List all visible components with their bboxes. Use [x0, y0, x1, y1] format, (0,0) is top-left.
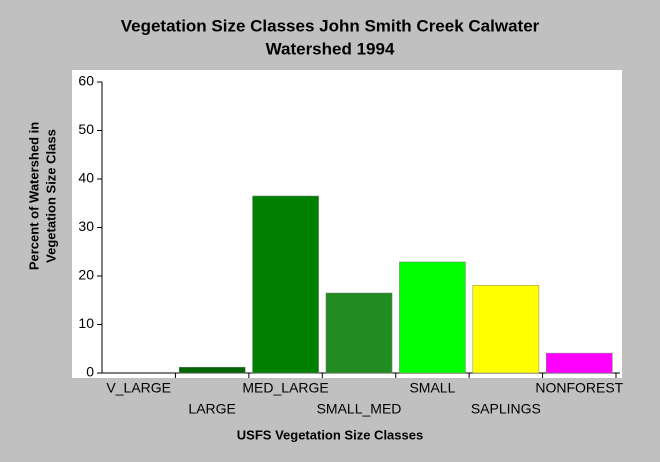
y-tick-label: 60	[78, 73, 94, 89]
bar	[252, 195, 319, 374]
y-tick-label: 30	[78, 218, 94, 234]
chart-title: Vegetation Size Classes John Smith Creek…	[121, 16, 540, 35]
x-tick-label: SAPLINGS	[471, 401, 541, 417]
bar	[325, 292, 393, 374]
y-tick-label: 0	[86, 364, 94, 380]
x-tick-label: NONFOREST	[535, 380, 623, 396]
bar	[399, 261, 466, 374]
y-tick-label: 20	[78, 267, 94, 283]
y-tick-label: 10	[78, 315, 94, 331]
x-tick-label: MED_LARGE	[242, 380, 328, 396]
y-tick-label: 40	[78, 170, 94, 186]
x-tick-label: LARGE	[188, 401, 235, 417]
y-axis-label: Vegetation Size Class	[43, 129, 58, 263]
chart-title: Watershed 1994	[266, 39, 395, 58]
y-axis-label: Percent of Watershed in	[26, 122, 41, 270]
bar	[178, 366, 246, 374]
x-tick-label: SMALL_MED	[317, 401, 402, 417]
bar	[472, 284, 540, 374]
x-tick-label: SMALL	[409, 380, 455, 396]
x-tick-label: V_LARGE	[106, 380, 171, 396]
x-axis-label: USFS Vegetation Size Classes	[237, 427, 423, 442]
y-tick-label: 50	[78, 121, 94, 137]
bar	[545, 352, 613, 374]
